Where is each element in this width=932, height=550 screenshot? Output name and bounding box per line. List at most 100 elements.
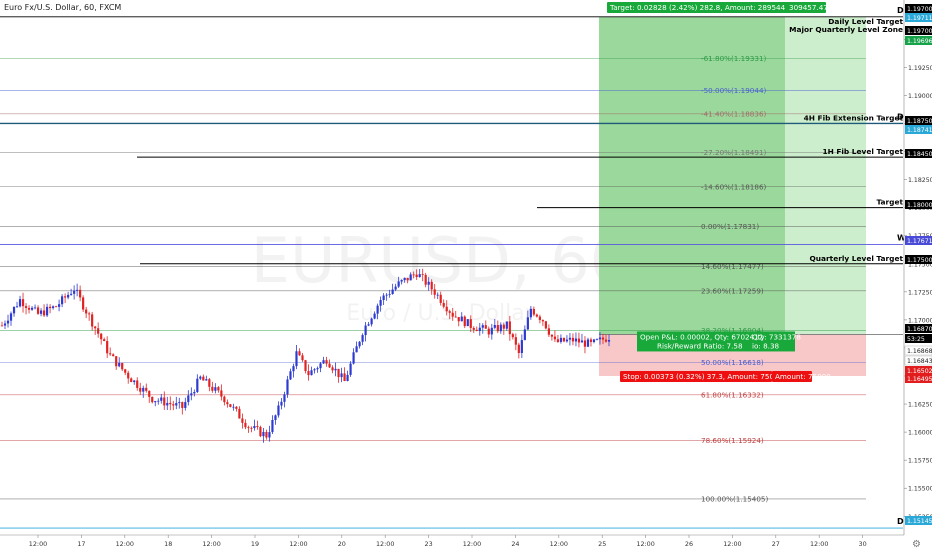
candle-body	[145, 387, 148, 391]
candle	[517, 342, 520, 359]
candle-body	[124, 369, 127, 373]
candle	[67, 291, 70, 300]
candle	[39, 308, 43, 317]
candle	[9, 311, 13, 326]
price-tick-label: 1.17500	[908, 261, 932, 268]
candle-body	[403, 277, 406, 281]
candle	[148, 390, 151, 403]
candle-body	[136, 380, 139, 388]
candle-body	[427, 281, 430, 285]
candle-body	[361, 335, 364, 342]
candle-body	[157, 400, 160, 402]
candle	[499, 322, 502, 334]
candle-body	[367, 324, 370, 326]
price-tag: 1.19700	[905, 26, 932, 35]
candle	[415, 269, 418, 280]
target-zone-extension	[785, 16, 866, 335]
candle-body	[586, 339, 590, 347]
candle-body	[346, 374, 349, 381]
candle	[502, 322, 505, 335]
candle	[430, 279, 433, 295]
candle	[256, 420, 259, 430]
candle	[322, 356, 325, 365]
candle	[247, 425, 250, 433]
candle-body	[235, 406, 238, 409]
price-tag-bg	[905, 255, 932, 264]
candle-body	[259, 426, 262, 437]
candle-body	[472, 327, 475, 330]
level-label: Daily Level Target	[828, 17, 903, 26]
pnl-box: Open P&L: 0.00002, Qty: 6702412Risk/Rewa…	[637, 331, 801, 352]
price-tag-bg	[905, 149, 932, 158]
candle	[280, 398, 283, 410]
candle-body	[313, 369, 316, 371]
candle-body	[3, 323, 7, 326]
candle-body	[316, 368, 319, 370]
candle-body	[331, 367, 334, 371]
candle-body	[454, 316, 457, 318]
time-tick-label: 26	[685, 540, 693, 548]
candle	[316, 366, 319, 373]
candle-body	[184, 402, 187, 408]
candle	[103, 337, 106, 342]
price-tag: 1.16495	[905, 374, 932, 383]
time-tick-label: 30	[859, 540, 867, 548]
candle-body	[166, 402, 169, 406]
price-tag-text: 1.16868	[907, 348, 932, 355]
time-axis[interactable]: 12:00 17 12:00 18 12:00 19 12:00 20 12:00 23 12:00…	[0, 534, 932, 550]
candle-body	[469, 319, 472, 328]
qty2-label: Qty: 7331378	[752, 332, 801, 341]
candle	[12, 306, 16, 317]
candle-body	[547, 328, 551, 335]
time-axis-bg	[0, 535, 932, 550]
position-labels[interactable]: Target: 0.02828 (2.42%) 282.8, Amount: 2…	[607, 2, 831, 382]
candle	[484, 320, 487, 329]
candle-body	[421, 274, 424, 275]
candle-body	[592, 339, 596, 342]
price-axis[interactable]: 1.195001.192501.190001.187501.185001.182…	[903, 0, 932, 550]
watermark: EURUSD, 60 Euro / U.S. Dollar	[251, 224, 629, 326]
candle-body	[244, 422, 247, 428]
stop-label: Stop: 0.00373 (0.32%) 37.3, Amount: 7500…	[620, 371, 784, 382]
candle-body	[604, 339, 608, 342]
candle-body	[322, 360, 325, 364]
candle	[382, 293, 385, 306]
price-tag: 1.18000	[905, 200, 932, 209]
candle-body	[175, 403, 178, 406]
candle-body	[550, 334, 554, 337]
candle-body	[79, 289, 82, 298]
candle-body	[418, 274, 421, 278]
candle-body	[457, 317, 460, 322]
candle	[364, 322, 367, 342]
target-label: Target: 0.02828 (2.42%) 282.8, Amount: 2…	[607, 2, 819, 13]
candle	[412, 271, 415, 279]
ratio2-label: io: 8.38	[752, 341, 780, 350]
candle-body	[436, 294, 439, 296]
candle	[175, 396, 178, 410]
candle	[226, 399, 229, 408]
candle	[337, 368, 340, 383]
candle	[0, 321, 4, 327]
candle	[259, 425, 262, 438]
candle	[436, 292, 439, 300]
candle	[391, 283, 394, 295]
candle	[421, 268, 424, 282]
fib-label: 23.60%(1.17259)	[701, 286, 764, 295]
price-tag-bg	[905, 36, 932, 45]
settings-gear-icon[interactable]: ⚙	[912, 539, 921, 550]
time-tick-label: 12:00	[723, 540, 741, 548]
candle-body	[48, 306, 52, 309]
candle	[289, 368, 292, 381]
time-tick-label: 20	[338, 540, 346, 548]
candle	[241, 413, 244, 429]
candle-body	[33, 307, 37, 309]
candle	[406, 277, 409, 284]
time-tick-label: 17	[77, 540, 85, 548]
candle-body	[67, 294, 70, 298]
candle	[18, 295, 22, 308]
candle-body	[223, 396, 226, 403]
candle-body	[442, 302, 445, 307]
candle	[295, 345, 298, 370]
